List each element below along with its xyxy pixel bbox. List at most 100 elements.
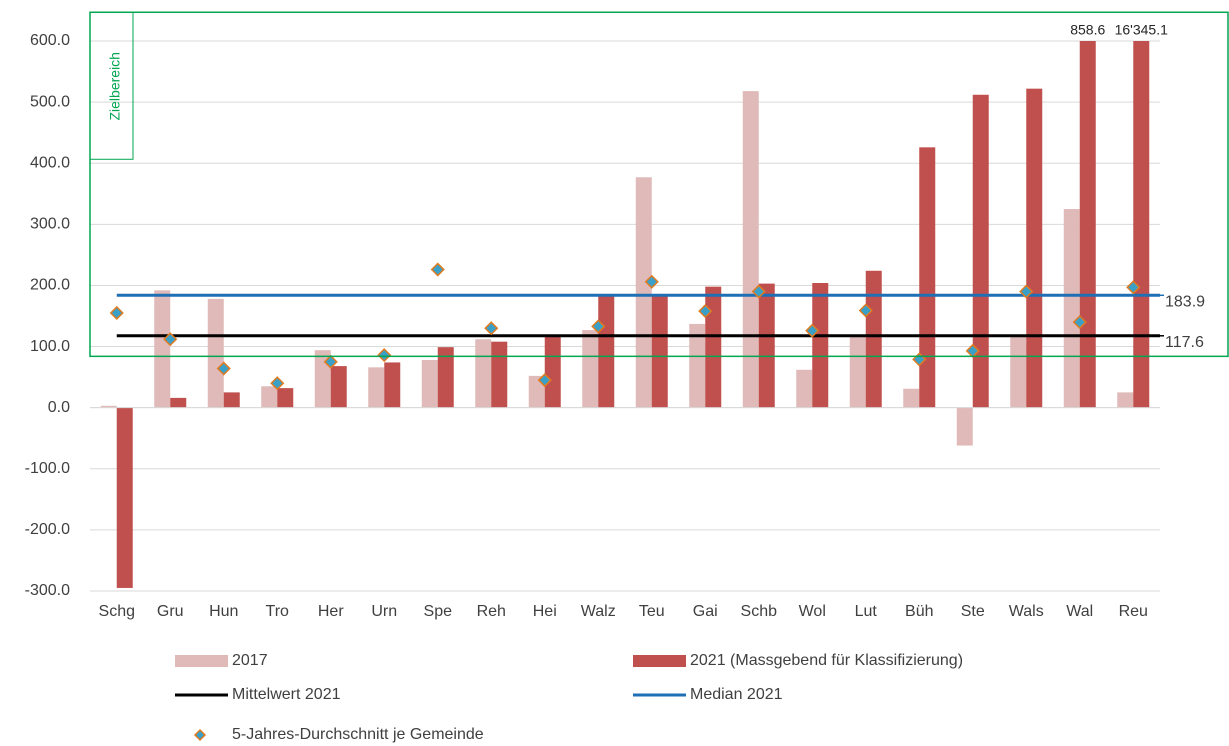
marker: [537, 373, 552, 388]
legend-swatch: [633, 655, 686, 667]
x-tick-label: Wals: [1009, 603, 1044, 620]
bar: [1063, 209, 1080, 408]
y-tick-label: -300.0: [25, 582, 70, 599]
x-tick-label: Gru: [157, 603, 184, 620]
y-tick-label: 400.0: [30, 154, 70, 171]
y-tick-label: 500.0: [30, 93, 70, 110]
legend-label: 2017: [232, 652, 268, 669]
legend-label: 5-Jahres-Durchschnitt je Gemeinde: [232, 726, 484, 743]
bar: [528, 375, 545, 408]
bar: [1079, 41, 1096, 408]
y-tick-label: -200.0: [25, 521, 70, 538]
marker: [216, 361, 231, 376]
bar: [421, 360, 438, 408]
x-tick-label: Wol: [799, 603, 826, 620]
bar: [1010, 336, 1027, 408]
bar: [758, 283, 775, 408]
target-zone-label: Zielbereich: [107, 52, 123, 120]
bar: [742, 91, 759, 408]
x-tick-label: Hei: [533, 603, 557, 620]
marker: [751, 284, 766, 299]
bars: [100, 41, 1150, 588]
marker: [1019, 284, 1034, 299]
marker: [805, 323, 820, 338]
bar: [170, 397, 187, 408]
bar: [154, 290, 171, 408]
legend-swatch: [193, 728, 207, 742]
marker: [591, 319, 606, 334]
x-tick-label: Her: [318, 603, 344, 620]
bar: [368, 367, 385, 408]
bar: [849, 336, 866, 408]
marker: [323, 354, 338, 369]
marker: [484, 321, 499, 336]
x-tick-label: Tro: [266, 603, 290, 620]
legend-label: Median 2021: [690, 686, 783, 703]
marker: [698, 304, 713, 319]
data-label: 858.6: [1070, 22, 1105, 38]
y-tick-label: 600.0: [30, 32, 70, 49]
reference-label: 183.9: [1165, 294, 1205, 311]
marker: [270, 376, 285, 391]
bar: [475, 339, 492, 408]
bar: [651, 295, 668, 408]
marker: [109, 305, 124, 321]
bar: [491, 341, 508, 408]
bar: [277, 388, 294, 408]
bar: [972, 94, 989, 408]
target-zone-label-box: [89, 11, 134, 160]
x-tick-label: Urn: [371, 603, 397, 620]
bar: [796, 369, 813, 408]
y-tick-label: 0.0: [48, 399, 70, 416]
x-tick-label: Hun: [209, 603, 238, 620]
reference-label: 117.6: [1165, 334, 1204, 351]
x-tick-label: Reh: [477, 603, 506, 620]
bar: [865, 270, 882, 408]
bar: [598, 295, 615, 408]
marker: [377, 348, 392, 363]
x-tick-label: Ste: [961, 603, 985, 620]
y-tick-label: 200.0: [30, 277, 70, 294]
x-tick-label: Schg: [99, 603, 135, 620]
data-label: 16'345.1: [1115, 22, 1168, 38]
x-tick-label: Büh: [905, 603, 933, 620]
legend-label: 2021 (Massgebend für Klassifizierung): [690, 652, 963, 669]
bar: [544, 336, 561, 408]
bar: [116, 407, 133, 588]
bar: [903, 388, 920, 408]
marker: [644, 274, 659, 289]
marker: [430, 262, 445, 277]
bar: [919, 147, 936, 408]
marker: [1072, 315, 1087, 330]
y-tick-label: 300.0: [30, 216, 70, 233]
marker: [163, 332, 178, 347]
bar: [812, 283, 829, 408]
marker: [858, 303, 873, 318]
bar: [207, 298, 224, 408]
target-zone: [89, 11, 1229, 358]
bar: [437, 347, 454, 408]
x-tick-label: Gai: [693, 603, 718, 620]
x-tick-label: Reu: [1119, 603, 1148, 620]
x-tick-label: Schb: [741, 603, 778, 620]
bar: [956, 407, 973, 446]
x-tick-label: Lut: [855, 603, 878, 620]
x-tick-label: Teu: [639, 603, 665, 620]
bar: [330, 366, 347, 408]
bar: [1133, 41, 1150, 408]
bar: [705, 286, 722, 408]
bar: [635, 177, 652, 408]
x-tick-label: Spe: [424, 603, 453, 620]
bar: [1117, 392, 1134, 408]
y-tick-label: -100.0: [25, 460, 70, 477]
bar: [384, 362, 401, 408]
bar: [1026, 88, 1043, 408]
bar: [582, 330, 599, 408]
x-tick-label: Walz: [581, 603, 616, 620]
legend-label: Mittelwert 2021: [232, 686, 341, 703]
bar: [100, 405, 117, 408]
y-tick-label: 100.0: [30, 338, 70, 355]
marker: [1126, 280, 1141, 295]
bar: [223, 392, 240, 408]
